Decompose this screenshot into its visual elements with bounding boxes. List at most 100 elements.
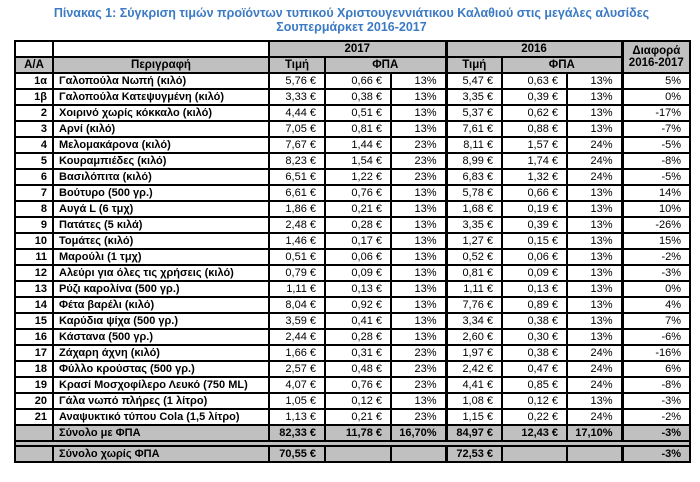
price-2017: 2,57 € (268, 360, 326, 378)
vat-pct-2017: 23% (389, 376, 448, 394)
price-2017: 2,48 € (268, 216, 326, 234)
table-row: 3 Αρνί (κιλό) 7,05 € 0,81 € 13% 7,61 € 0… (14, 120, 692, 138)
vat-pct-2016: 13% (566, 104, 624, 122)
table-row: 11 Μαρούλι (1 τμχ) 0,51 € 0,06 € 13% 0,5… (14, 248, 692, 266)
vat-pct-2017: 13% (389, 392, 448, 410)
product-description: Κάστανα (500 γρ.) (52, 328, 270, 346)
table-row: 17 Ζάχαρη άχνη (κιλό) 1,66 € 0,31 € 23% … (14, 344, 692, 362)
price-2016: 7,61 € (444, 120, 504, 138)
vat-pct-2017: 13% (389, 184, 448, 202)
price-2017: 1,05 € (268, 392, 326, 410)
vat-2017: 0,09 € (324, 264, 392, 282)
total-diff: -3% (620, 445, 692, 463)
price-2016: 7,76 € (444, 296, 504, 314)
row-number: 12 (14, 264, 54, 282)
row-number: 4 (14, 136, 54, 154)
vat-2017-column-header: ΦΠΑ (323, 56, 448, 74)
total-price-2017: 82,33 € (268, 424, 326, 442)
table-row: 1β Γαλοπούλα Κατεψυγμένη (κιλό) 3,33 € 0… (14, 88, 692, 106)
header-row-years: 2017 2016 Διαφορά 2016-2017 (14, 40, 692, 74)
aa-column-header: Α/Α (14, 56, 54, 74)
price-2017: 3,33 € (268, 88, 326, 106)
vat-pct-2016: 13% (566, 216, 624, 234)
diff-column-header: Διαφορά 2016-2017 (620, 40, 692, 74)
product-description: Γαλοπούλα Νωπή (κιλό) (52, 72, 270, 90)
product-description: Ρύζι καρολίνα (500 γρ.) (52, 280, 270, 298)
price-2016: 0,81 € (444, 264, 504, 282)
vat-pct-2017: 13% (389, 216, 448, 234)
table-row: 18 Φύλλο κρούστας (500 γρ.) 2,57 € 0,48 … (14, 360, 692, 378)
vat-pct-2016: 13% (566, 328, 624, 346)
vat-2016: 0,88 € (501, 120, 569, 138)
price-2016: 1,11 € (444, 280, 504, 298)
vat-2017: 0,48 € (324, 360, 392, 378)
vat-2017: 0,06 € (324, 248, 392, 266)
row-number: 20 (14, 392, 54, 410)
price-2016: 3,35 € (444, 88, 504, 106)
table-row: 19 Κρασί Μοσχοφίλερο Λευκό (750 ML) 4,07… (14, 376, 692, 394)
total-price-2016: 84,97 € (444, 424, 504, 442)
price-2016: 3,34 € (444, 312, 504, 330)
table-row: 12 Αλεύρι για όλες τις χρήσεις (κιλό) 0,… (14, 264, 692, 282)
product-description: Κουραμπιέδες (κιλό) (52, 152, 270, 170)
price-2016: 0,52 € (444, 248, 504, 266)
blank-header-cell (14, 40, 54, 58)
row-number: 19 (14, 376, 54, 394)
price-2016: 1,68 € (444, 200, 504, 218)
table-header: 2017 2016 Διαφορά 2016-2017 Α/Α Περιγραφ… (14, 40, 692, 74)
vat-2016: 0,22 € (501, 408, 569, 426)
vat-2016: 0,06 € (501, 248, 569, 266)
year-2017-header: 2017 (267, 40, 448, 58)
vat-pct-2017: 13% (389, 328, 448, 346)
vat-2016: 0,66 € (501, 184, 569, 202)
vat-pct-2016: 24% (566, 136, 624, 154)
vat-pct-2016: 13% (566, 184, 624, 202)
product-description: Αναψυκτικό τύπου Cola (1,5 λίτρο) (52, 408, 270, 426)
total-without-vat-row: Σύνολο χωρίς ΦΠΑ 70,55 € 72,53 € -3% (14, 445, 692, 463)
product-description: Φύλλο κρούστας (500 γρ.) (52, 360, 270, 378)
vat-pct-2016: 13% (566, 264, 624, 282)
vat-pct-2017: 13% (389, 312, 448, 330)
vat-2017: 0,28 € (324, 328, 392, 346)
total-label: Σύνολο χωρίς ΦΠΑ (52, 445, 270, 463)
vat-pct-2017: 23% (389, 408, 448, 426)
vat-pct-2017: 13% (389, 248, 448, 266)
product-description: Αλεύρι για όλες τις χρήσεις (κιλό) (52, 264, 270, 282)
vat-pct-2017: 13% (389, 88, 448, 106)
row-number (14, 424, 54, 442)
vat-pct-2017: 13% (389, 232, 448, 250)
table-row: 6 Βασιλόπιτα (κιλό) 6,51 € 1,22 € 23% 6,… (14, 168, 692, 186)
vat-2016: 0,09 € (501, 264, 569, 282)
vat-pct-2017: 13% (389, 264, 448, 282)
vat-2017: 0,17 € (324, 232, 392, 250)
table-body: 1α Γαλοπούλα Νωπή (κιλό) 5,76 € 0,66 € 1… (14, 72, 692, 426)
diff-2016-2017: 6% (620, 360, 692, 378)
price-2016: 5,47 € (444, 72, 504, 90)
vat-pct-2017: 13% (389, 280, 448, 298)
total-vat-2017: 11,78 € (324, 424, 392, 442)
vat-2017: 0,28 € (324, 216, 392, 234)
table-row: 16 Κάστανα (500 γρ.) 2,44 € 0,28 € 13% 2… (14, 328, 692, 346)
product-description: Γάλα νωπό πλήρες (1 λίτρο) (52, 392, 270, 410)
vat-2016: 0,89 € (501, 296, 569, 314)
row-number: 14 (14, 296, 54, 314)
vat-pct-2016: 24% (566, 360, 624, 378)
price-2017: 1,11 € (268, 280, 326, 298)
row-number: 17 (14, 344, 54, 362)
product-description: Ζάχαρη άχνη (κιλό) (52, 344, 270, 362)
vat-2016: 1,57 € (501, 136, 569, 154)
page: Πίνακας 1: Σύγκριση τιμών προϊόντων τυπι… (13, 6, 692, 463)
table-row: 10 Τομάτες (κιλό) 1,46 € 0,17 € 13% 1,27… (14, 232, 692, 250)
vat-2016: 0,85 € (501, 376, 569, 394)
vat-pct-2017: 23% (389, 152, 448, 170)
vat-2016: 0,13 € (501, 280, 569, 298)
vat-2017: 0,76 € (324, 376, 392, 394)
page-title-line2: Σουπερμάρκετ 2016-2017 (276, 20, 427, 34)
header-row-columns: Α/Α Περιγραφή Τιμή ΦΠΑ Τιμή ΦΠΑ (14, 56, 690, 74)
vat-pct-2016: 24% (566, 344, 624, 362)
price-2016: 1,15 € (444, 408, 504, 426)
table-footer: Σύνολο με ΦΠΑ 82,33 € 11,78 € 16,70% 84,… (13, 424, 692, 463)
product-description: Καρύδια ψίχα (500 γρ.) (52, 312, 270, 330)
total-price-2017: 70,55 € (268, 445, 326, 463)
vat-2017: 0,41 € (324, 312, 392, 330)
